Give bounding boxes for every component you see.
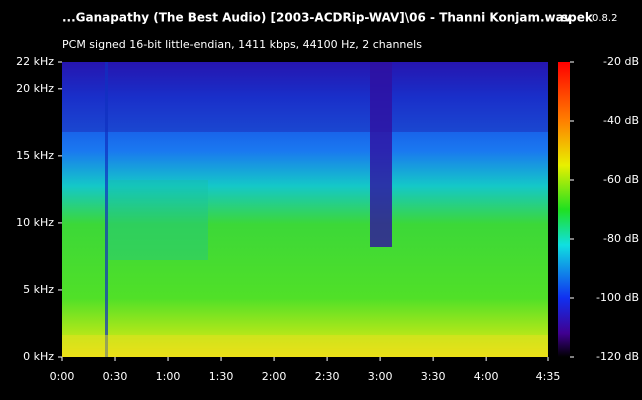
subtitle: PCM signed 16-bit little-endian, 1411 kb… (62, 38, 422, 51)
x-tick-label: 3:00 (368, 370, 393, 383)
x-tick-label: 2:00 (262, 370, 287, 383)
x-tick-label: 0:30 (103, 370, 128, 383)
x-tick-label: 4:00 (474, 370, 499, 383)
y-tick-label: 5 kHz (23, 283, 54, 296)
colorbar-tick-label: -100 dB (596, 291, 639, 304)
x-tick-label: 1:30 (209, 370, 234, 383)
app-version: 0.8.2 (592, 13, 617, 24)
app-name: spek (561, 11, 594, 25)
x-tick-label: 3:30 (421, 370, 446, 383)
colorbar-tick-label: -20 dB (603, 55, 639, 68)
spectrogram (62, 62, 548, 357)
title: ...Ganapathy (The Best Audio) [2003-ACDR… (62, 11, 572, 25)
colorbar-tick-label: -40 dB (603, 114, 639, 127)
x-tick-label: 0:00 (50, 370, 75, 383)
y-tick-label: 20 kHz (16, 82, 54, 95)
colorbar-tick-label: -80 dB (603, 232, 639, 245)
x-tick-label: 2:30 (315, 370, 340, 383)
y-tick-label: 22 kHz (16, 55, 54, 68)
y-tick-label: 15 kHz (16, 149, 54, 162)
x-tick-label: 4:35 (536, 370, 561, 383)
colorbar (558, 62, 570, 357)
colorbar-tick-label: -60 dB (603, 173, 639, 186)
y-tick-label: 10 kHz (16, 216, 54, 229)
y-tick-label: 0 kHz (23, 350, 54, 363)
x-tick-label: 1:00 (156, 370, 181, 383)
colorbar-tick-label: -120 dB (596, 350, 639, 363)
